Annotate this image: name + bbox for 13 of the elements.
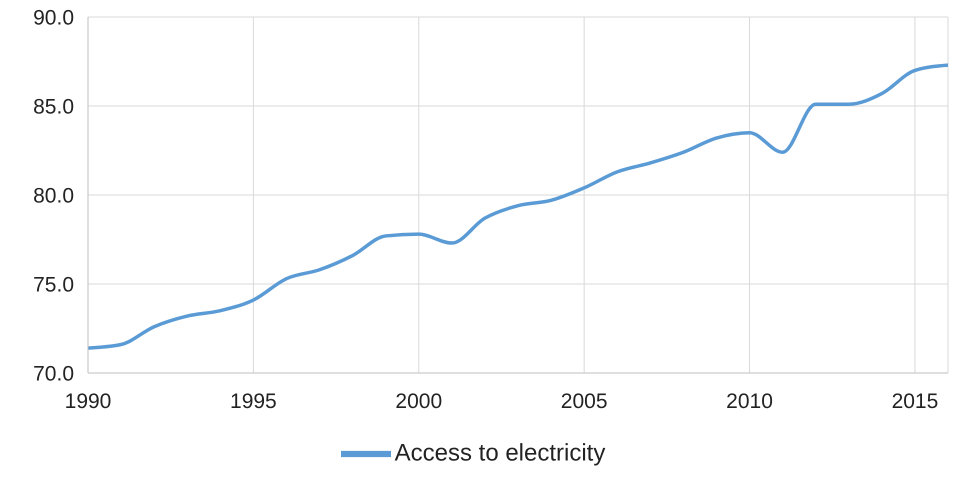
legend-label: Access to electricity (394, 439, 606, 466)
x-tick-label: 2005 (560, 390, 608, 413)
x-tick-label: 2000 (395, 390, 442, 413)
x-tick-label: 2015 (892, 390, 938, 413)
y-tick-label: 75.0 (33, 273, 74, 296)
line-series (88, 63, 948, 350)
x-tick-label: 1990 (64, 390, 112, 413)
x-tick-label: 2010 (726, 390, 773, 413)
x-tick-label: 1995 (230, 390, 277, 413)
y-tick-label: 80.0 (33, 184, 74, 208)
y-tick-label: 70.0 (33, 362, 74, 386)
y-tick-label: 85.0 (33, 95, 74, 118)
y-tick-label: 90.0 (33, 6, 74, 30)
